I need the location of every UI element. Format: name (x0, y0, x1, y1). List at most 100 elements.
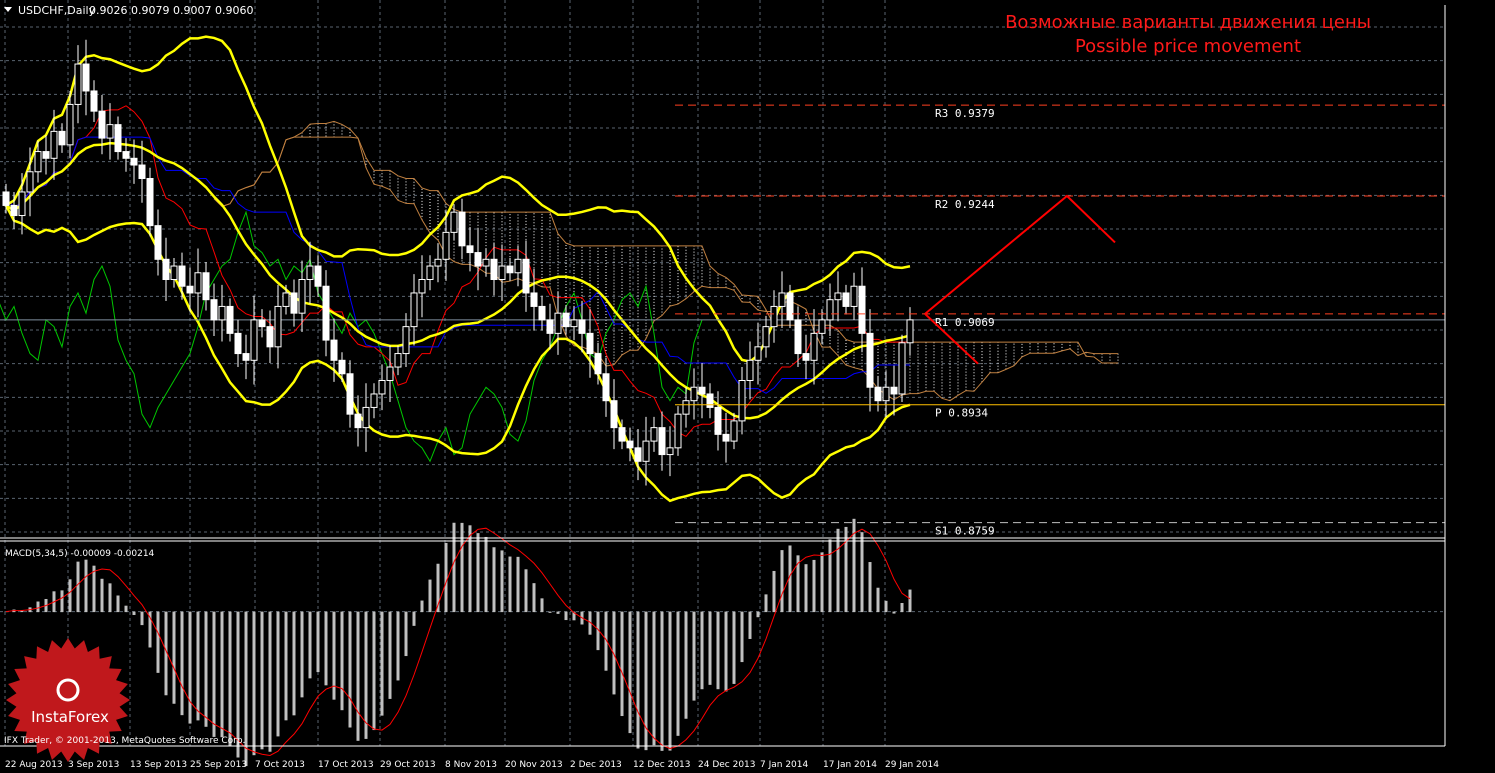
candle-bear (866, 332, 874, 388)
candle-bull (850, 285, 858, 307)
candle-bull (34, 151, 42, 173)
macd-histogram-bar (828, 539, 832, 613)
chikou-span (0, 210, 703, 463)
macd-histogram-bar (852, 518, 856, 613)
candle-bear (786, 292, 794, 321)
macd-histogram-bar (404, 611, 408, 657)
candle-bear (842, 292, 850, 307)
macd-histogram-bar (252, 611, 256, 756)
macd-histogram-bar (172, 611, 176, 704)
annotation-ru: Возможные варианты движения цены (1005, 12, 1371, 33)
ohlc-values: 0.9026 0.9079 0.9007 0.9060 (89, 4, 253, 17)
candle-bull (746, 359, 754, 381)
macd-histogram-bar (532, 583, 536, 613)
macd-histogram-bar (492, 547, 496, 613)
macd-histogram-bar (676, 611, 680, 736)
candle-bull (482, 258, 490, 267)
candle-bull (386, 366, 394, 381)
candle-bear (610, 400, 618, 429)
macd-histogram-bar (484, 536, 488, 613)
candle-bear (618, 427, 626, 442)
macd-histogram-bar (324, 611, 328, 686)
macd-histogram-bar (900, 603, 904, 613)
date-tick-label: 2 Dec 2013 (570, 760, 622, 770)
candle-bear (466, 245, 474, 254)
macd-histogram-bar (108, 583, 112, 613)
candle-bull (818, 319, 826, 334)
candle-bear (522, 258, 530, 294)
macd-histogram-bar (428, 579, 432, 613)
macd-histogram-bar (700, 611, 704, 690)
macd-histogram-bar (684, 611, 688, 719)
candle-bear (802, 353, 810, 361)
macd-histogram-bar (460, 522, 464, 613)
bollinger-middle (5, 141, 911, 420)
date-tick-label: 3 Sep 2013 (68, 760, 119, 770)
macd-histogram-bar (692, 611, 696, 701)
candle-bear (138, 164, 146, 180)
date-tick-label: 8 Nov 2013 (445, 760, 497, 770)
candle-bull (882, 386, 890, 402)
candle-bear (202, 272, 210, 301)
candle-bear (874, 386, 882, 402)
candle-bull (194, 272, 202, 294)
candle-bear (346, 373, 354, 415)
macd-histogram-bar (500, 550, 504, 613)
macd-histogram-bar (564, 611, 568, 621)
macd-histogram-bar (436, 563, 440, 613)
candles (2, 39, 914, 486)
macd-histogram-bar (212, 611, 216, 737)
candle-bear (538, 305, 546, 321)
candle-bear (178, 265, 186, 287)
macd-histogram-bar (140, 611, 144, 626)
macd-label: MACD(5,34,5) -0.00009 -0.00214 (5, 549, 155, 559)
price-projection (924, 194, 1116, 365)
candle-bull (898, 342, 906, 395)
macd-histogram-bar (164, 611, 168, 696)
date-tick-label: 24 Dec 2013 (698, 760, 756, 770)
macd-histogram-bar (476, 533, 480, 613)
candle-bear (354, 413, 362, 429)
macd-histogram-bar (644, 611, 648, 751)
pivot-levels: R3 0.9379 R2 0.9244 R1 0.9069 P 0.8934 S1 0.… (675, 104, 1445, 538)
senkou-span-a (213, 120, 1118, 402)
dropdown-triangle-icon[interactable] (4, 7, 12, 12)
macd-histogram-bar (452, 522, 456, 613)
macd-histogram-bar (660, 611, 664, 751)
copyright-text: IFX Trader, © 2001-2013, MetaQuotes Soft… (4, 736, 245, 746)
logo-icon (56, 678, 80, 702)
macd-histogram-bar (244, 611, 248, 767)
macd-histogram-bar (588, 611, 592, 635)
macd-histogram-bar (180, 611, 184, 716)
macd-histogram-bar (540, 598, 544, 613)
candle-bull (754, 346, 762, 361)
annotation-en: Possible price movement (1075, 36, 1301, 57)
macd-histogram-bar (812, 559, 816, 613)
macd-histogram-bar (716, 611, 720, 690)
candle-bear (154, 225, 162, 260)
pivot-label-s1: S1 0.8759 (935, 525, 995, 538)
macd-histogram-bar (308, 611, 312, 679)
candle-bear (266, 326, 274, 348)
candle-bear (2, 191, 10, 206)
date-tick-label: 20 Nov 2013 (505, 760, 563, 770)
macd-histogram-bar (340, 611, 344, 711)
macd-histogram-bar (356, 611, 360, 741)
candle-bull (426, 265, 434, 280)
candle-bear (626, 440, 634, 449)
macd-histogram-bar (348, 611, 352, 728)
date-tick-label: 17 Jan 2014 (823, 760, 877, 770)
candle-bull (378, 380, 386, 395)
logo-text: InstaForex (31, 708, 109, 726)
candle-bear (658, 427, 666, 456)
date-tick-label: 7 Jan 2014 (760, 760, 808, 770)
macd-histogram-bar (92, 565, 96, 613)
macd-histogram-bar (380, 611, 384, 716)
candle-bull (762, 326, 770, 348)
macd-histogram-bar (284, 611, 288, 721)
macd-histogram-bar (628, 611, 632, 734)
macd-histogram-bar (788, 545, 792, 613)
candle-bear (506, 265, 514, 274)
macd-histogram-bar (604, 611, 608, 671)
